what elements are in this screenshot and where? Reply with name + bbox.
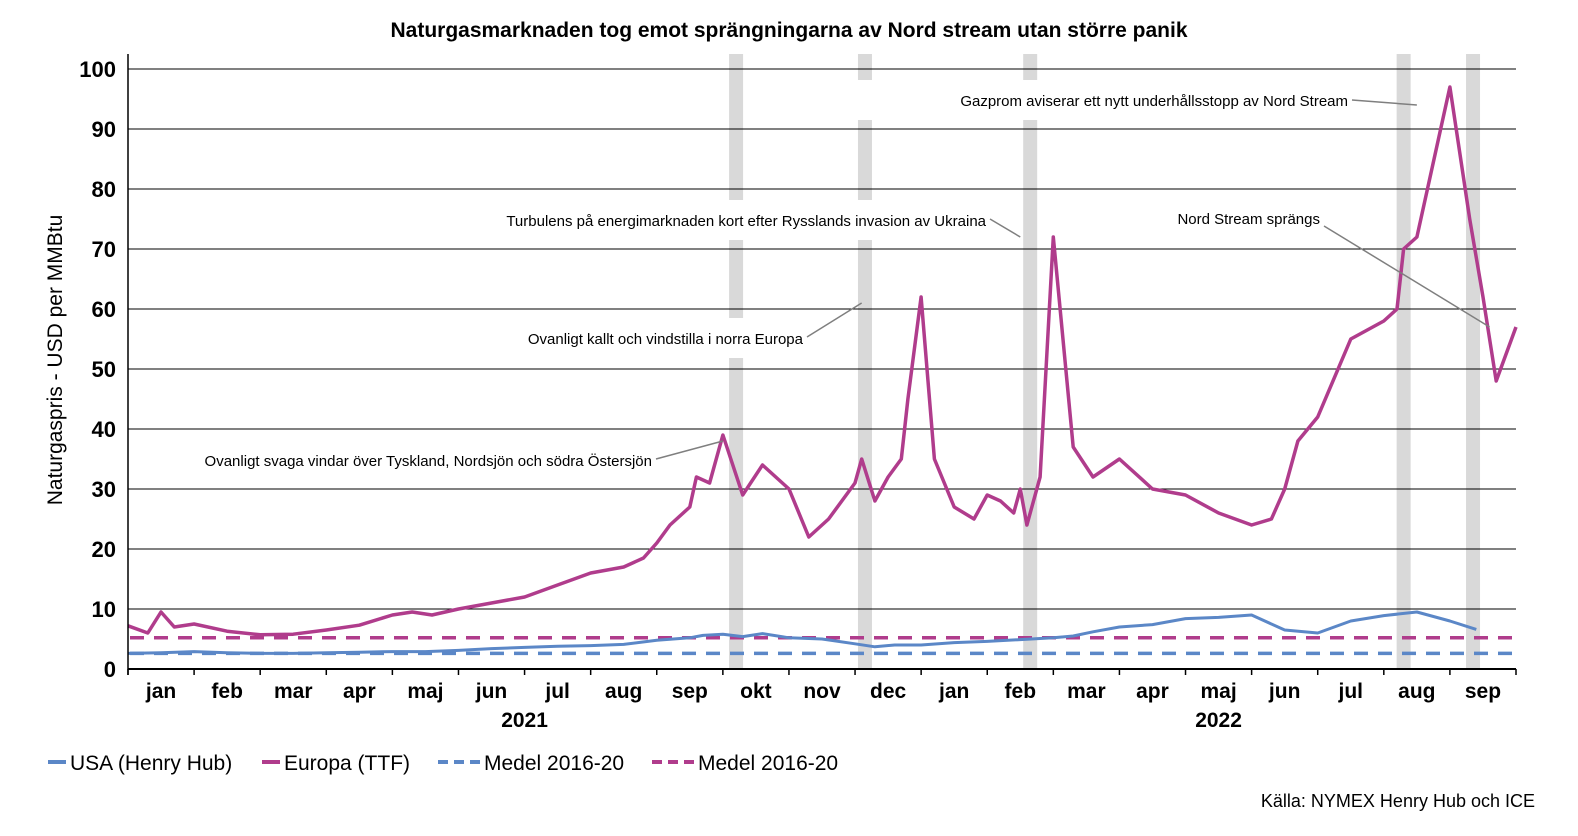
annotation-leader <box>1323 225 1490 328</box>
y-axis-label: Naturgaspris - USD per MMBtu <box>44 215 67 506</box>
event-band <box>729 358 744 669</box>
x-tick-label: maj <box>407 680 443 703</box>
x-tick-label: maj <box>1200 680 1236 703</box>
x-tick-label: jul <box>544 680 570 703</box>
annotation-leader <box>806 302 863 338</box>
event-band <box>857 54 872 80</box>
gridlines <box>128 68 1516 610</box>
y-tick-label: 0 <box>104 657 116 682</box>
x-tick-label: mar <box>274 680 313 703</box>
legend-label: Medel 2016-20 <box>698 752 838 775</box>
annotation-leader <box>1351 99 1417 106</box>
x-tick-label: aug <box>605 680 642 703</box>
x-tick-label: jan <box>145 680 176 703</box>
x-tick-label: dec <box>870 680 907 703</box>
y-tick-label: 10 <box>92 597 116 622</box>
x-tick-label: apr <box>1136 680 1169 703</box>
x-tick-label: feb <box>211 680 243 703</box>
source-note: Källa: NYMEX Henry Hub och ICE <box>1261 791 1535 811</box>
y-tick-label: 70 <box>92 237 116 262</box>
annotation-leader <box>989 218 1021 238</box>
x-tick-label: sep <box>672 680 708 703</box>
x-tick-label: sep <box>1465 680 1501 703</box>
y-tick-label: 40 <box>92 417 116 442</box>
year-label: 2022 <box>1195 709 1242 732</box>
y-tick-label: 60 <box>92 297 116 322</box>
x-tick-label: jun <box>1268 680 1301 703</box>
year-label: 2021 <box>501 709 548 732</box>
chart-title: Naturgasmarknaden tog emot sprängningarn… <box>390 19 1187 42</box>
event-band <box>1396 54 1411 669</box>
x-tick-label: jun <box>475 680 508 703</box>
x-tick-label: okt <box>740 680 772 703</box>
legend-label: Medel 2016-20 <box>484 752 624 775</box>
x-tick-label: mar <box>1067 680 1106 703</box>
annotation-label: Ovanligt kallt och vindstilla i norra Eu… <box>528 331 804 348</box>
x-tick-label: aug <box>1398 680 1435 703</box>
series-line-usa <box>127 610 1477 655</box>
annotation-label: Gazprom aviserar ett nytt underhållsstop… <box>960 93 1348 110</box>
annotation-label: Turbulens på energimarknaden kort efter … <box>506 213 986 230</box>
legend-label: Europa (TTF) <box>284 752 410 775</box>
event-band <box>1023 120 1038 669</box>
x-tick-label: feb <box>1005 680 1037 703</box>
x-tick-label: jan <box>938 680 969 703</box>
y-tick-label: 100 <box>79 57 116 82</box>
event-band <box>729 54 744 200</box>
y-tick-label: 80 <box>92 177 116 202</box>
legend-label: USA (Henry Hub) <box>70 752 232 775</box>
annotation-label: Ovanligt svaga vindar över Tyskland, Nor… <box>205 452 652 470</box>
annotation-leader <box>655 440 724 460</box>
event-band <box>1466 54 1481 669</box>
legend: USA (Henry Hub) Europa (TTF) Medel 2016-20… <box>48 752 838 775</box>
x-tick-label: apr <box>343 680 376 703</box>
y-tick-label: 90 <box>92 117 116 142</box>
x-tick-label: jul <box>1338 680 1364 703</box>
x-tick-label: nov <box>803 680 841 703</box>
event-bands <box>729 54 1481 669</box>
annotations: Ovanligt svaga vindar över Tyskland, Nor… <box>205 93 1490 470</box>
y-axis-ticks: 0 10 20 30 40 50 60 70 80 90 100 <box>79 57 116 682</box>
event-band <box>729 240 744 318</box>
y-tick-label: 20 <box>92 537 116 562</box>
event-band <box>1023 54 1038 80</box>
x-axis: jan feb mar apr maj jun jul aug sep okt nov dec jan f… <box>127 54 1517 732</box>
y-tick-label: 30 <box>92 477 116 502</box>
series-line-europa <box>127 85 1518 637</box>
event-band <box>857 240 872 669</box>
series-lines <box>127 85 1518 655</box>
y-tick-label: 50 <box>92 357 116 382</box>
annotation-label: Nord Stream sprängs <box>1177 211 1320 228</box>
event-band <box>857 120 872 200</box>
